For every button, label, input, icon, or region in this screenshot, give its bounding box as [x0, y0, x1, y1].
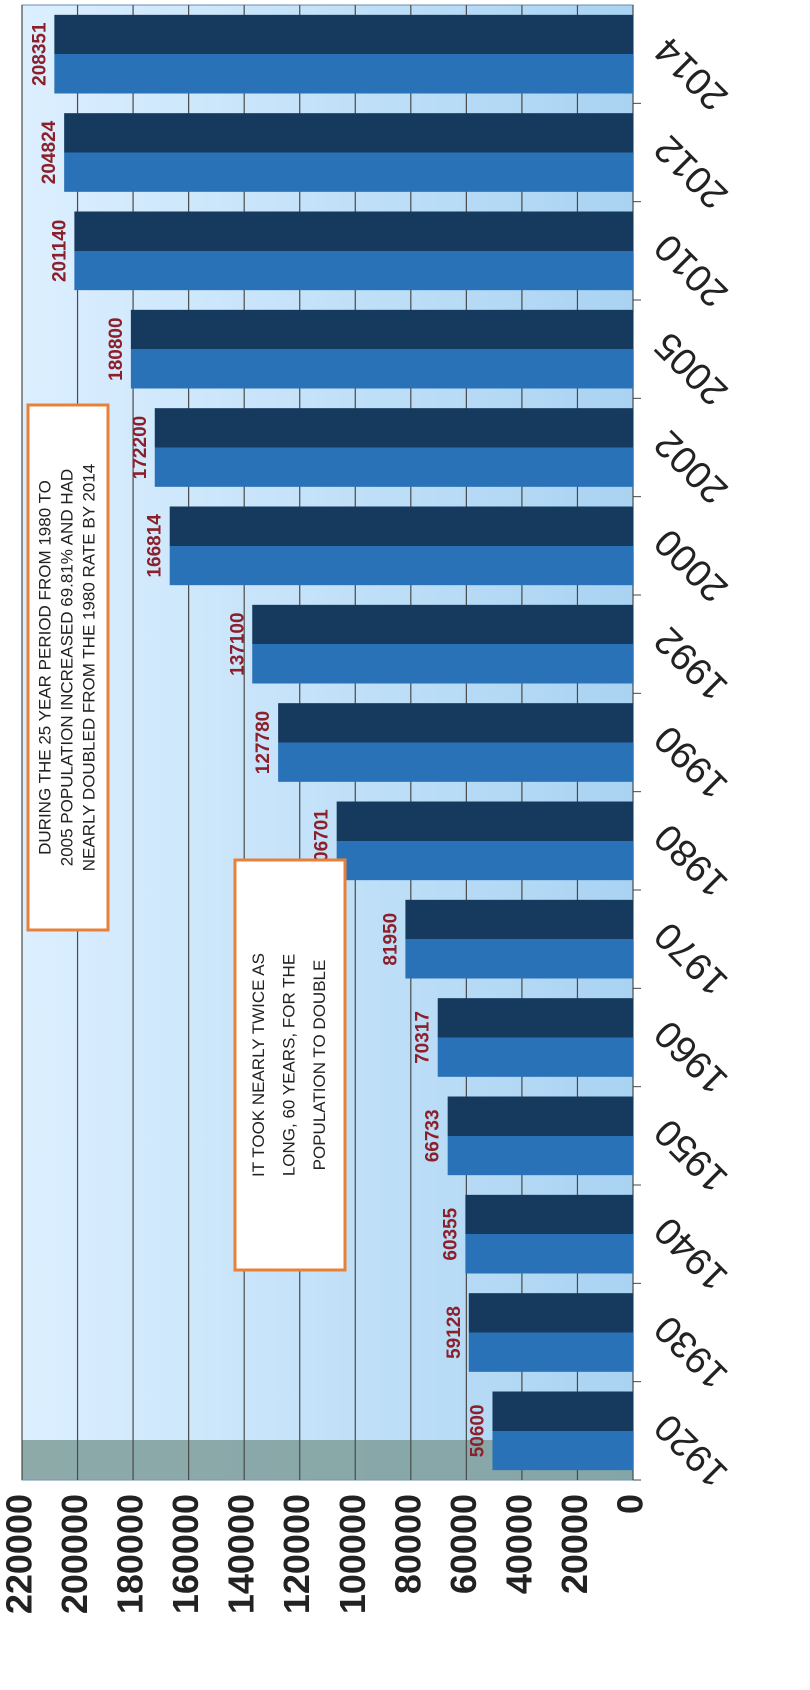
annotation-text: NEARLY DOUBLED FROM THE 1980 RATE BY 201… [80, 464, 99, 872]
x-tick-label: 1990 [647, 717, 736, 806]
x-tick-label: 2010 [647, 225, 736, 314]
bar [465, 1194, 634, 1274]
value-label: 208351 [29, 22, 50, 86]
bar [492, 1391, 633, 1471]
y-tick-label: 60000 [443, 1494, 484, 1594]
value-label: 70317 [413, 1011, 434, 1064]
value-label: 201140 [49, 220, 70, 282]
x-tick-label: 2000 [647, 520, 736, 609]
y-tick-label: 200000 [54, 1494, 95, 1614]
value-label: 81950 [380, 913, 401, 966]
bar [468, 1293, 634, 1372]
value-label: 127780 [253, 711, 274, 774]
bar [252, 604, 634, 684]
scan-band [22, 1440, 633, 1480]
value-label: 166814 [145, 514, 166, 578]
bar [130, 309, 634, 389]
x-tick-label: 1940 [647, 1209, 736, 1298]
bar [64, 113, 633, 192]
value-label: 59128 [444, 1306, 465, 1359]
x-tick-label: 1992 [647, 619, 736, 708]
annotation-box [233, 858, 347, 1272]
annotation-text: IT TOOK NEARLY TWICE AS [249, 953, 268, 1177]
x-tick-label: 1960 [647, 1012, 736, 1101]
x-tick-label: 2012 [647, 127, 736, 216]
bar [154, 408, 633, 487]
y-tick-label: 180000 [110, 1494, 151, 1614]
x-tick-label: 1980 [647, 815, 736, 904]
x-tick-label: 1950 [647, 1110, 736, 1199]
y-tick-label: 100000 [332, 1494, 373, 1614]
value-label: 66733 [423, 1109, 444, 1162]
bar [405, 899, 633, 979]
x-tick-label: 2002 [647, 422, 736, 511]
bar [336, 801, 633, 881]
y-tick-label: 0 [610, 1494, 651, 1514]
value-label: 106701 [312, 809, 333, 873]
bar [74, 211, 634, 291]
y-tick-label: 40000 [498, 1494, 539, 1594]
annotation-text: POPULATION TO DOUBLE [310, 960, 329, 1171]
annotation-text: 2005 POPULATION INCREASED 69.81% AND HAD [57, 469, 76, 866]
y-tick-label: 80000 [387, 1494, 428, 1594]
rotated-chart: 0 20000 40000 60000 80000 100000 120000 140000 1… [0, 4, 736, 1614]
annotation-text: DURING THE 25 YEAR PERIOD FROM 1980 TO [35, 480, 54, 855]
annotation-box [26, 403, 110, 932]
y-tick-label: 20000 [554, 1494, 595, 1594]
value-label: 137100 [227, 612, 248, 675]
y-tick-label: 140000 [221, 1494, 262, 1614]
x-tick-label: 1920 [647, 1405, 736, 1494]
value-label: 172200 [130, 416, 151, 479]
bar [437, 998, 633, 1077]
x-tick-label: 2005 [647, 324, 736, 413]
x-tick-label: 2014 [647, 29, 736, 118]
bar [278, 703, 633, 782]
bar [447, 1096, 633, 1176]
value-label: 60355 [440, 1207, 461, 1260]
bar [169, 506, 633, 586]
x-tick-label: 1970 [647, 914, 736, 1003]
y-tick-label: 120000 [276, 1494, 317, 1614]
bar [54, 14, 633, 94]
value-label: 180800 [106, 317, 127, 380]
value-label: 50600 [467, 1404, 488, 1457]
y-tick-label: 220000 [0, 1494, 40, 1614]
x-tick-label: 1930 [647, 1307, 736, 1396]
value-label: 204824 [39, 120, 60, 184]
annotation-text: LONG, 60 YEARS, FOR THE [279, 954, 298, 1176]
y-tick-label: 160000 [165, 1494, 206, 1614]
